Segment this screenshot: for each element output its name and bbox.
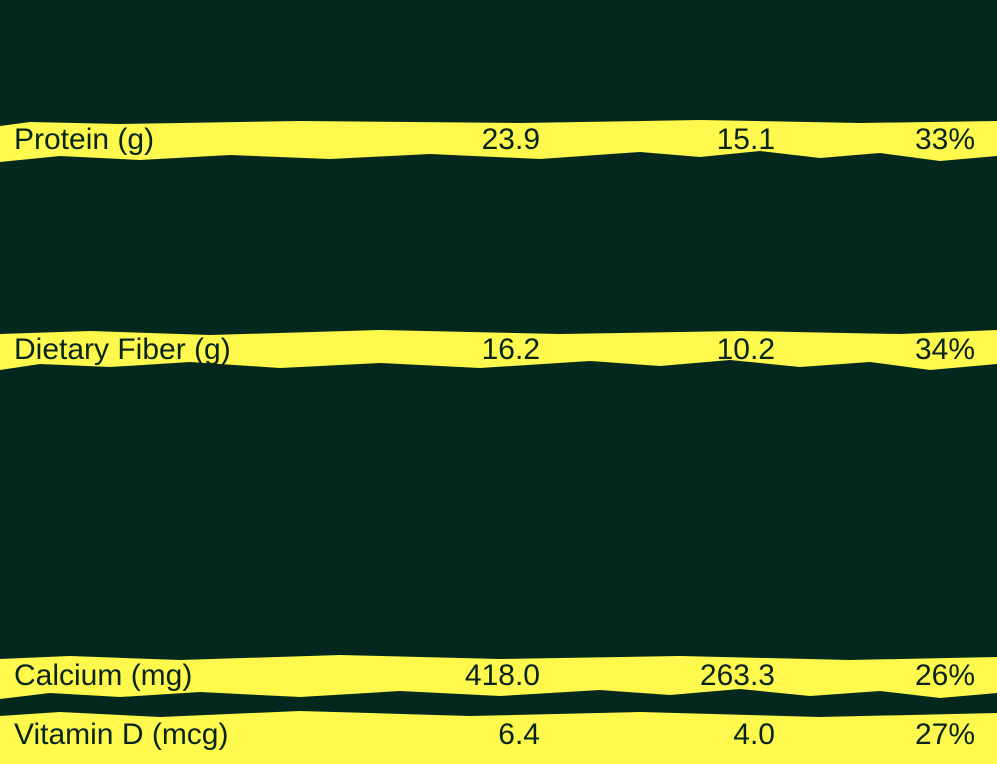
per-serving-value: 6.4 — [498, 718, 540, 751]
daily-value-percent: 34% — [914, 333, 975, 366]
per-100g-value: 15.1 — [716, 123, 775, 156]
table-row: Vitamin D (mcg) 6.4 4.0 27% — [0, 706, 997, 764]
nutrient-label: Protein (g) — [14, 123, 155, 156]
table-row: Dietary Fiber (g) 16.2 10.2 34% — [0, 322, 997, 378]
table-row: Calcium (mg) 418.0 263.3 26% — [0, 648, 997, 704]
nutrient-label: Dietary Fiber (g) — [14, 333, 231, 366]
per-serving-value: 16.2 — [481, 333, 540, 366]
per-100g-value: 263.3 — [699, 659, 775, 692]
table-row: Protein (g) 23.9 15.1 33% — [0, 112, 997, 168]
per-serving-value: 23.9 — [481, 123, 540, 156]
nutrient-label: Vitamin D (mcg) — [14, 718, 229, 751]
nutrient-label: Calcium (mg) — [14, 659, 193, 692]
per-100g-value: 4.0 — [733, 718, 775, 751]
daily-value-percent: 33% — [914, 123, 975, 156]
per-serving-value: 418.0 — [464, 659, 540, 692]
daily-value-percent: 26% — [914, 659, 975, 692]
per-100g-value: 10.2 — [716, 333, 775, 366]
daily-value-percent: 27% — [914, 718, 975, 751]
